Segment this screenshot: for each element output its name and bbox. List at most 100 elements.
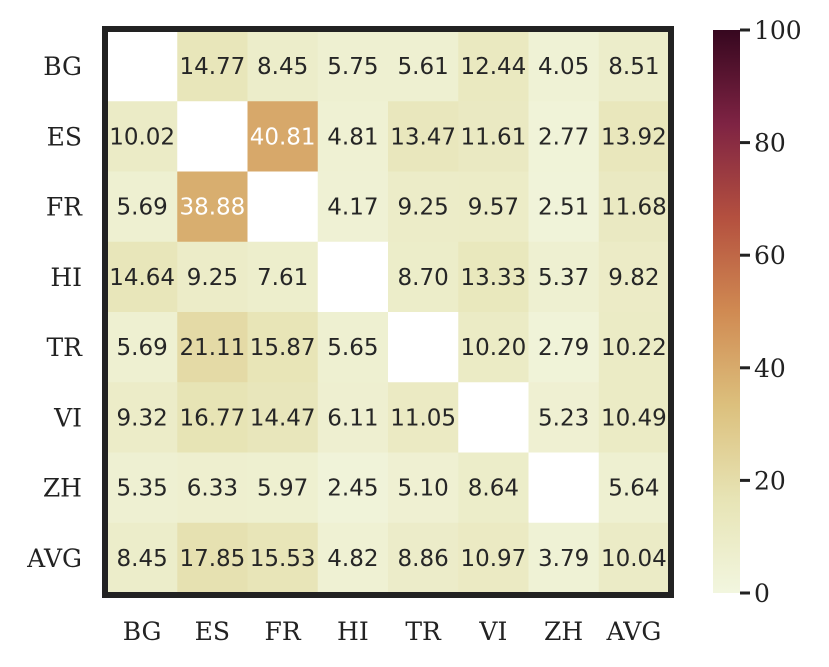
heatmap-cell: [177, 312, 249, 383]
cell-value-label: 15.53: [250, 546, 316, 572]
heatmap-cell: [458, 241, 530, 313]
cell-value-label: 14.64: [109, 265, 175, 291]
column-label: ES: [195, 617, 230, 646]
heatmap-cell: [107, 312, 178, 383]
heatmap-cell: [107, 382, 178, 454]
heatmap-cell: [247, 452, 319, 524]
heatmap-cell: [598, 241, 670, 313]
heatmap-cell: [388, 31, 459, 102]
cell-value-label: 4.17: [327, 195, 378, 221]
column-label: TR: [405, 617, 442, 646]
cell-value-label: 10.22: [601, 335, 667, 361]
row-label: VI: [53, 403, 82, 432]
column-label: AVG: [605, 617, 661, 646]
heatmap-cell: [388, 312, 459, 383]
cell-value-label: 10.02: [109, 124, 175, 150]
cell-value-label: 6.11: [327, 405, 378, 431]
heatmap-cell: [107, 171, 178, 243]
heatmap-cell: [107, 241, 178, 313]
cell-value-label: 2.79: [538, 335, 589, 361]
heatmap-cell: [317, 241, 389, 313]
cell-value-label: 11.61: [460, 124, 526, 150]
cell-value-label: 5.64: [608, 476, 659, 502]
cell-value-label: 8.45: [117, 546, 168, 572]
colorbar-tick-label: 20: [754, 466, 786, 495]
heatmap-cell: [528, 382, 600, 454]
row-label: TR: [47, 333, 84, 362]
cell-value-label: 5.69: [117, 335, 168, 361]
column-label: ZH: [544, 617, 583, 646]
heatmap-cell: [317, 522, 389, 594]
heatmap-cell: [247, 171, 319, 243]
cell-value-label: 13.92: [601, 124, 667, 150]
heatmap-cell: [247, 522, 319, 594]
heatmap-cell: [317, 312, 389, 383]
cell-value-label: 14.77: [179, 54, 245, 80]
cell-value-label: 5.61: [398, 54, 449, 80]
heatmap-cell: [528, 101, 600, 173]
heatmap-cell: [247, 241, 319, 313]
heatmap-cell: [458, 31, 530, 102]
heatmap-cell: [458, 171, 530, 243]
heatmap-cell: [598, 101, 670, 173]
heatmap-cell: [107, 522, 178, 594]
row-label: ES: [47, 122, 82, 151]
colorbar-tick-label: 80: [754, 129, 786, 158]
heatmap-cell: [107, 101, 178, 173]
cell-value-label: 15.87: [250, 335, 316, 361]
heatmap-cell: [458, 101, 530, 173]
heatmap-cell: [598, 171, 670, 243]
heatmap-cell: [247, 31, 319, 102]
colorbar-tick-label: 100: [754, 16, 802, 45]
heatmap-cell: [317, 452, 389, 524]
cell-value-label: 7.61: [257, 265, 308, 291]
row-label: HI: [50, 263, 82, 292]
cell-value-label: 8.86: [398, 546, 449, 572]
cell-value-label: 14.47: [250, 405, 316, 431]
cell-value-label: 17.85: [179, 546, 245, 572]
heatmap-cell: [388, 382, 459, 454]
colorbar-ticks: 0 20 40 60 80 100: [740, 16, 802, 608]
heatmap-cell: [458, 382, 530, 454]
heatmap-cell: [317, 171, 389, 243]
cell-value-label: 9.82: [608, 265, 659, 291]
heatmap-cell: [177, 522, 249, 594]
heatmap-cell: [177, 452, 249, 524]
heatmap-cell: [458, 452, 530, 524]
cell-value-label: 2.45: [327, 476, 378, 502]
heatmap-cell: [107, 452, 178, 524]
cell-value-label: 4.81: [327, 124, 378, 150]
column-label: HI: [337, 617, 369, 646]
cell-value-label: 5.69: [117, 195, 168, 221]
heatmap-cell: [598, 452, 670, 524]
cell-value-label: 5.75: [327, 54, 378, 80]
row-label: AVG: [26, 544, 82, 573]
cell-value-label: 5.97: [257, 476, 308, 502]
cell-value-label: 9.25: [187, 265, 238, 291]
heatmap-cell: [317, 31, 389, 102]
heatmap-cell: [388, 452, 459, 524]
cell-value-label: 16.77: [179, 405, 245, 431]
heatmap-frame: [102, 26, 674, 598]
row-label: BG: [43, 52, 82, 81]
column-labels: BG ES FR HI TR VI ZH AVG: [123, 617, 662, 646]
cell-value-label: 8.51: [608, 54, 659, 80]
cell-value-label: 10.20: [460, 335, 526, 361]
colorbar-tick-label: 40: [754, 354, 786, 383]
heatmap-cell: [528, 312, 600, 383]
cell-value-label: 8.45: [257, 54, 308, 80]
heatmap-cell: [107, 31, 178, 102]
heatmap-cell: [388, 171, 459, 243]
heatmap-cell: [528, 171, 600, 243]
heatmap-cell: [247, 101, 319, 173]
heatmap-cell: [528, 522, 600, 594]
heatmap-cell: [528, 31, 600, 102]
heatmap-cell: [177, 101, 249, 173]
cell-value-label: 8.64: [468, 476, 519, 502]
cell-value-label: 21.11: [179, 335, 245, 361]
colorbar: [713, 30, 740, 593]
heatmap-cell: [528, 452, 600, 524]
column-label: VI: [478, 617, 507, 646]
cell-value-label: 11.05: [390, 405, 456, 431]
